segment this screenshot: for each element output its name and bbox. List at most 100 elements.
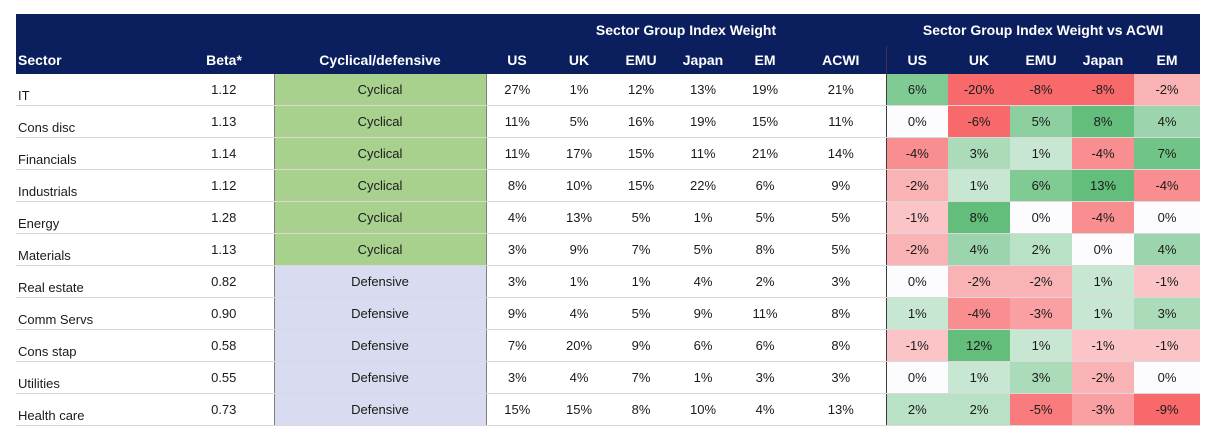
col-header-diff-us: US: [885, 46, 949, 74]
diff-cell-uk: 8%: [948, 201, 1011, 234]
weight-cell-uk: 1%: [548, 74, 610, 106]
weight-cell-emu: 9%: [610, 329, 672, 362]
weight-cell-japan: 1%: [672, 361, 734, 394]
weight-cell-emu: 8%: [610, 393, 672, 426]
beta-value: 0.73: [174, 393, 274, 426]
diff-cell-emu: 0%: [1010, 201, 1073, 234]
weight-cell-japan: 22%: [672, 169, 734, 202]
sector-name: Materials: [16, 233, 174, 266]
weight-cell-us: 11%: [486, 137, 548, 170]
table-row: Comm Servs 0.90 Defensive 9% 4% 5% 9% 11% 8% 1% -4…: [16, 297, 1201, 330]
weight-cell-us: 27%: [486, 74, 548, 106]
weight-cell-us: 15%: [486, 393, 548, 426]
diff-cell-uk: -6%: [948, 105, 1011, 138]
diff-cell-emu: 1%: [1010, 329, 1073, 362]
col-header-weight-us: US: [486, 46, 548, 74]
diff-cell-japan: 1%: [1072, 297, 1135, 330]
weight-cell-emu: 7%: [610, 361, 672, 394]
diff-cell-japan: 0%: [1072, 233, 1135, 266]
group-header-weight: Sector Group Index Weight: [486, 14, 887, 46]
table-body: IT 1.12 Cyclical 27% 1% 12% 13% 19% 21% 6% -20% -8%…: [16, 74, 1201, 426]
diff-cell-us: 2%: [885, 393, 949, 426]
col-header-weight-emu: EMU: [610, 46, 672, 74]
diff-cell-uk: 3%: [948, 137, 1011, 170]
weight-cell-em: 8%: [734, 233, 796, 266]
diff-cell-em: 0%: [1134, 361, 1201, 394]
weight-cell-acwi: 8%: [796, 297, 887, 330]
diff-cell-japan: -2%: [1072, 361, 1135, 394]
sector-weights-table: Sector Group Index Weight Sector Group I…: [16, 14, 1201, 426]
weight-cell-acwi: 3%: [796, 265, 887, 298]
diff-cell-uk: -20%: [948, 74, 1011, 106]
weight-cell-em: 5%: [734, 201, 796, 234]
weight-cell-uk: 10%: [548, 169, 610, 202]
diff-cell-uk: 4%: [948, 233, 1011, 266]
weight-cell-us: 9%: [486, 297, 548, 330]
beta-value: 0.55: [174, 361, 274, 394]
diff-cell-em: -1%: [1134, 265, 1201, 298]
diff-cell-em: -1%: [1134, 329, 1201, 362]
weight-cell-japan: 9%: [672, 297, 734, 330]
diff-cell-uk: -2%: [948, 265, 1011, 298]
col-header-weight-acwi: ACWI: [796, 46, 887, 74]
weight-cell-emu: 5%: [610, 297, 672, 330]
col-header-sector: Sector: [16, 46, 174, 74]
diff-cell-us: -1%: [885, 201, 949, 234]
diff-cell-us: -1%: [885, 329, 949, 362]
weight-cell-uk: 5%: [548, 105, 610, 138]
beta-value: 1.14: [174, 137, 274, 170]
weight-cell-japan: 5%: [672, 233, 734, 266]
weight-cell-emu: 15%: [610, 169, 672, 202]
diff-cell-emu: 5%: [1010, 105, 1073, 138]
weight-cell-uk: 4%: [548, 361, 610, 394]
diff-cell-us: 0%: [885, 361, 949, 394]
cyclical-defensive-label: Defensive: [273, 361, 487, 394]
diff-cell-em: 3%: [1134, 297, 1201, 330]
diff-cell-japan: 13%: [1072, 169, 1135, 202]
weight-cell-acwi: 21%: [796, 74, 887, 106]
weight-cell-uk: 15%: [548, 393, 610, 426]
cyclical-defensive-label: Cyclical: [273, 233, 487, 266]
weight-cell-acwi: 14%: [796, 137, 887, 170]
diff-cell-em: 4%: [1134, 233, 1201, 266]
diff-cell-uk: 12%: [948, 329, 1011, 362]
weight-cell-em: 3%: [734, 361, 796, 394]
sector-name: Real estate: [16, 265, 174, 298]
diff-cell-em: -2%: [1134, 74, 1201, 106]
weight-cell-japan: 6%: [672, 329, 734, 362]
diff-cell-japan: -3%: [1072, 393, 1135, 426]
col-header-diff-uk: UK: [948, 46, 1011, 74]
col-header-weight-uk: UK: [548, 46, 610, 74]
diff-cell-japan: -1%: [1072, 329, 1135, 362]
diff-cell-japan: -4%: [1072, 201, 1135, 234]
cyclical-defensive-label: Cyclical: [273, 201, 487, 234]
diff-cell-us: 1%: [885, 297, 949, 330]
cyclical-defensive-label: Defensive: [273, 297, 487, 330]
beta-value: 0.82: [174, 265, 274, 298]
diff-cell-emu: -3%: [1010, 297, 1073, 330]
diff-cell-emu: -5%: [1010, 393, 1073, 426]
weight-cell-em: 6%: [734, 329, 796, 362]
diff-cell-em: 7%: [1134, 137, 1201, 170]
col-header-beta: Beta*: [174, 46, 274, 74]
sector-name: Financials: [16, 137, 174, 170]
diff-cell-uk: 2%: [948, 393, 1011, 426]
table-row: Cons disc 1.13 Cyclical 11% 5% 16% 19% 15% 11% 0%…: [16, 105, 1201, 138]
sector-name: Cons stap: [16, 329, 174, 362]
weight-cell-japan: 1%: [672, 201, 734, 234]
diff-cell-emu: 6%: [1010, 169, 1073, 202]
diff-cell-uk: 1%: [948, 169, 1011, 202]
table-row: Energy 1.28 Cyclical 4% 13% 5% 1% 5% 5% -1% 8% 0% -4…: [16, 201, 1201, 234]
diff-cell-emu: 1%: [1010, 137, 1073, 170]
sector-name: Cons disc: [16, 105, 174, 138]
sector-name: IT: [16, 74, 174, 106]
cyclical-defensive-label: Defensive: [273, 265, 487, 298]
diff-cell-us: -2%: [885, 233, 949, 266]
weight-cell-acwi: 3%: [796, 361, 887, 394]
weight-cell-us: 4%: [486, 201, 548, 234]
cyclical-defensive-label: Defensive: [273, 329, 487, 362]
diff-cell-uk: -4%: [948, 297, 1011, 330]
col-header-type: Cyclical/defensive: [274, 46, 486, 74]
weight-cell-uk: 1%: [548, 265, 610, 298]
col-header-weight-japan: Japan: [672, 46, 734, 74]
